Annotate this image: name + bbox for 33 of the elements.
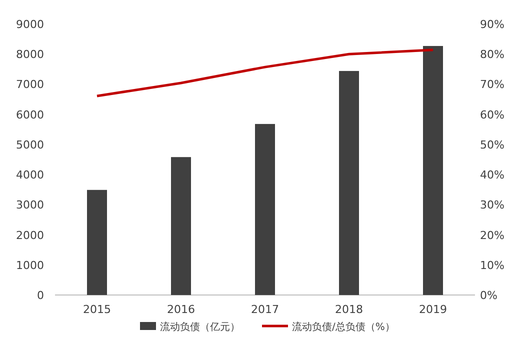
- y-tick-label: 9000: [16, 18, 44, 31]
- y-tick-label: 8000: [16, 48, 44, 62]
- y2-tick-label: 0%: [480, 289, 498, 302]
- bar: [423, 46, 443, 295]
- y2-tick-label: 90%: [480, 18, 504, 31]
- y-tick-label: 2000: [16, 228, 44, 242]
- x-tick-label: 2016: [167, 303, 195, 316]
- y-tick-label: 6000: [16, 108, 44, 122]
- x-tick-label: 2018: [335, 303, 363, 316]
- x-tick-label: 2019: [419, 303, 447, 316]
- x-tick-label: 2017: [251, 303, 279, 316]
- y2-tick-label: 30%: [480, 198, 504, 212]
- y-tick-label: 3000: [16, 198, 44, 212]
- y2-tick-label: 10%: [480, 258, 504, 272]
- line-series: [96, 48, 434, 98]
- bar: [171, 157, 191, 295]
- y2-tick-label: 50%: [480, 138, 504, 152]
- y-tick-label: 0: [37, 289, 44, 302]
- bar: [339, 70, 359, 295]
- x-tick-label: 2015: [83, 303, 111, 316]
- bar: [87, 190, 107, 295]
- y2-tick-label: 60%: [480, 108, 504, 122]
- y2-tick-label: 70%: [480, 78, 504, 92]
- y2-tick-label: 20%: [480, 228, 504, 242]
- y-tick-label: 1000: [16, 258, 44, 272]
- y2-tick-label: 80%: [480, 48, 504, 62]
- y-tick-label: 4000: [16, 168, 44, 182]
- legend-label: 流动负债/总负债（%）: [292, 321, 395, 333]
- bar: [255, 124, 275, 295]
- y-tick-label: 7000: [16, 78, 44, 92]
- legend-label: 流动负债（亿元）: [160, 321, 240, 333]
- y2-tick-label: 40%: [480, 168, 504, 182]
- y-tick-label: 5000: [16, 138, 44, 152]
